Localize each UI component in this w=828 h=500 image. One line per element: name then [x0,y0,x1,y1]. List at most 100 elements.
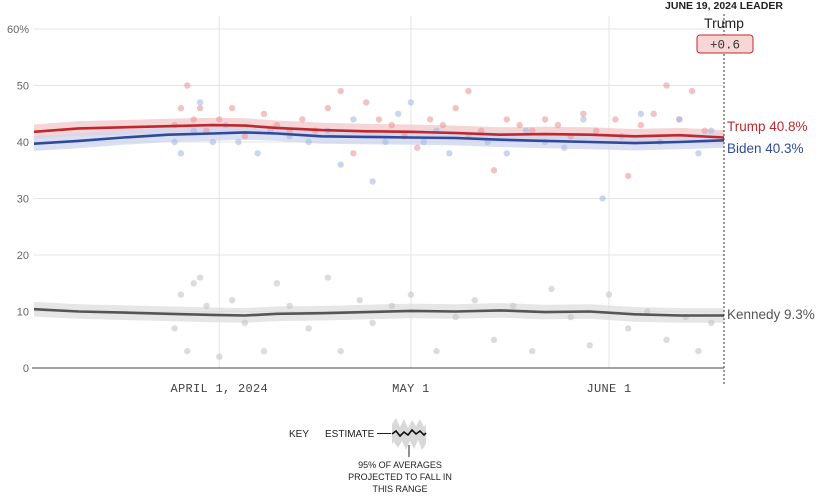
biden-poll-dot [561,144,568,151]
trump-poll-dot [177,104,185,112]
trump-poll-dot [529,127,536,134]
trump-poll-dot [625,172,632,180]
trump-trend-line [33,123,725,139]
trend-lines [33,123,725,317]
kennedy-poll-dot [663,336,670,343]
trump-poll-dot [260,110,268,118]
biden-poll-dot [196,99,204,106]
biden-poll-dot [522,127,530,134]
end-labels: Trump 40.8% Biden 40.3% Kennedy 9.3% [727,119,815,322]
kennedy-poll-dot [490,336,498,343]
axes: 0 10 20 30 40 50 60% APRIL 1, 2024 MAY 1 JUNE 1 [7,14,725,396]
x-tick-label: MAY 1 [392,382,430,396]
kennedy-poll-dot [567,313,574,321]
biden-poll-dot [407,99,415,106]
biden-poll-dot [337,161,344,168]
kennedy-poll-dot [586,342,593,349]
y-tick-label: 40 [17,137,29,149]
kennedy-poll-dot [260,347,268,355]
trump-poll-dot [541,116,549,123]
kennedy-poll-dot [471,297,478,304]
leader-margin-badge [696,34,754,54]
trump-end-label: Trump 40.8% [727,119,808,134]
kennedy-poll-dot [273,280,280,287]
trump-poll-dot [490,167,498,174]
trump-poll-dot [241,133,248,140]
trump-poll-dot [637,121,645,129]
y-tick-label: 30 [17,194,29,206]
biden-poll-dot [695,150,702,157]
biden-poll-dot [420,138,427,146]
kennedy-poll-dot [388,302,395,310]
kennedy-poll-dot [356,297,363,304]
biden-poll-dot [382,138,389,146]
kennedy-poll-dot [216,353,223,360]
trump-poll-dot [414,144,421,151]
biden-trend-line [33,131,725,145]
kennedy-poll-dot [177,291,185,298]
biden-poll-dot [369,178,376,185]
leader-title: JUNE 19, 2024 LEADER [665,0,783,12]
biden-poll-dot [305,138,312,146]
trump-poll-dot [554,121,562,129]
trump-poll-dot [363,99,370,106]
biden-poll-dot [254,150,261,157]
kennedy-poll-dot [644,308,651,315]
trump-poll-dot [503,116,510,123]
biden-end-label: Biden 40.3% [727,141,804,156]
kennedy-poll-dot [548,285,555,293]
biden-poll-dot [171,138,178,146]
key-estimate-label: ESTIMATE [325,429,375,440]
trump-poll-dot [216,116,223,123]
key-label: KEY [289,429,309,440]
key-note-line-2: PROJECTED TO FALL IN [348,472,452,482]
kennedy-poll-dot [324,274,332,281]
kennedy-poll-dot [184,347,191,355]
kennedy-poll-dot [196,274,204,281]
y-tick-label: 10 [17,307,29,319]
leader-margin: +0.6 [710,39,740,53]
kennedy-poll-dot [708,319,715,326]
kennedy-poll-dot [241,319,248,326]
trump-poll-dot [478,127,485,134]
biden-poll-dot [235,138,242,146]
kennedy-poll-dot [286,302,293,310]
confidence-bands [34,117,724,323]
kennedy-poll-dot [510,302,517,310]
kennedy-poll-dot [305,325,312,332]
biden-poll-dot [580,116,587,123]
biden-poll-dot [708,127,715,134]
y-tick-label: 50 [17,81,29,93]
trump-poll-dot [388,121,395,129]
kennedy-trend-line [33,307,724,317]
trump-poll-dot [196,104,204,112]
kennedy-poll-dot [407,291,415,298]
chart-key: KEY ESTIMATE 95% OF AVERAGES PROJECTED T… [289,418,452,494]
y-tick-label: 60% [7,24,29,36]
biden-poll-dot [395,110,402,118]
y-tick-label: 0 [23,363,29,375]
y-tick-label: 20 [17,250,29,262]
trump-poll-dot [299,116,306,123]
kennedy-poll-dot [369,319,376,326]
kennedy-poll-dot [190,280,197,287]
biden-poll-dot [503,150,510,157]
key-estimate-line [391,428,427,438]
trump-poll-dot [350,150,357,157]
trump-poll-dot [465,87,472,95]
trump-poll-dot [337,87,344,95]
trump-poll-dot [650,110,657,118]
kennedy-poll-dot [203,302,210,310]
kennedy-end-label: Kennedy 9.3% [727,307,815,322]
kennedy-poll-dot [228,297,236,304]
trump-poll-dot [452,104,459,112]
trump-poll-dot [184,82,191,89]
trump-poll-dot [516,121,523,129]
biden-poll-dot [350,116,357,123]
trump-poll-dot [375,116,383,123]
biden-poll-dot [209,138,217,146]
biden-poll-dot [637,110,645,118]
kennedy-poll-dot [695,347,702,355]
trump-poll-dot [228,104,236,112]
